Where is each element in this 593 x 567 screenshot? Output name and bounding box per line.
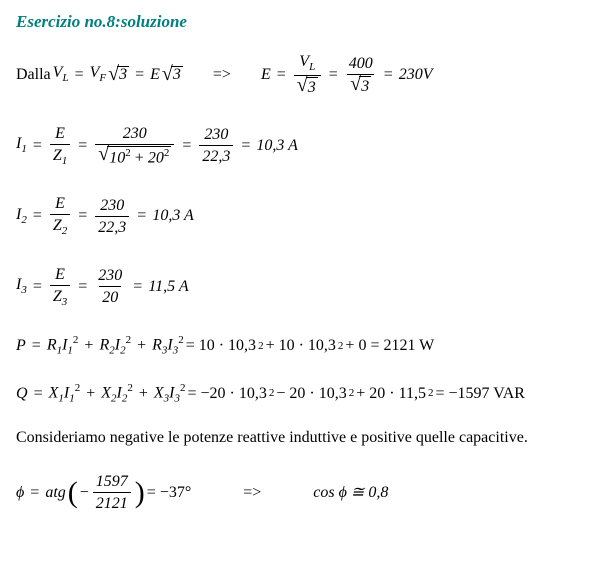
- var-vl: VL: [53, 65, 69, 84]
- arrow-1: =>: [213, 67, 231, 83]
- frac-e-z1: E Z1: [50, 124, 70, 169]
- result-p: + 0 = 2121 W: [345, 338, 434, 354]
- result-i2: 10,3 A: [152, 208, 193, 224]
- equation-q: Q = X1I12 + X2I22 + X3I32 = −20 · 10,32 …: [16, 383, 577, 405]
- text-dalla: Dalla: [16, 67, 51, 83]
- var-i1: I1: [16, 136, 27, 155]
- var-i2: I2: [16, 207, 27, 226]
- frac-e-z2: E Z2: [50, 194, 70, 239]
- term-q2: X2I22: [101, 383, 133, 405]
- var-e-2: E: [261, 67, 271, 83]
- frac-e-z3: E Z3: [50, 265, 70, 310]
- frac-230-223-b: 230 22,3: [95, 196, 129, 237]
- term-q3: X3I32: [154, 383, 186, 405]
- term-p1: R1I12: [47, 335, 79, 357]
- var-q: Q: [16, 386, 28, 402]
- equation-line-1: Dalla VL = VF √3 = E √3 => E = VL √3 = 4…: [16, 52, 577, 98]
- result-i3: 11,5 A: [148, 279, 188, 295]
- equation-p: P = R1I12 + R2I22 + R3I32 = 10 · 10,32 +…: [16, 335, 577, 357]
- result-q: = −1597 VAR: [435, 386, 524, 402]
- sqrt3-1: √3: [108, 66, 129, 83]
- var-e: E: [150, 67, 160, 83]
- result-i1: 10,3 A: [256, 138, 297, 154]
- frac-230-sqrt: 230 √ 102 + 202: [95, 124, 174, 168]
- term-p2: R2I22: [99, 335, 131, 357]
- frac-vl-sqrt3: VL √3: [294, 52, 321, 98]
- equation-i1: I1 = E Z1 = 230 √ 102 + 202 = 230 22,3 =…: [16, 124, 577, 169]
- fn-atg: atg: [45, 485, 65, 501]
- sqrt3-2: √3: [162, 66, 183, 83]
- equation-phi: ϕ = atg ( − 1597 2121 ) = −37° => cos ϕ …: [16, 472, 577, 513]
- var-phi: ϕ: [16, 485, 24, 501]
- frac-230-223: 230 22,3: [199, 125, 233, 166]
- frac-400-sqrt3: 400 √3: [346, 54, 376, 96]
- arrow-2: =>: [243, 485, 261, 501]
- equation-i2: I2 = E Z2 = 230 22,3 = 10,3 A: [16, 194, 577, 239]
- term-p3: R3I32: [152, 335, 184, 357]
- equation-i3: I3 = E Z3 = 230 20 = 11,5 A: [16, 265, 577, 310]
- var-vf: VF: [90, 65, 107, 84]
- frac-1597-2121: 1597 2121: [93, 472, 131, 513]
- result-phi: = −37°: [147, 485, 191, 501]
- result-230v: 230V: [399, 67, 433, 83]
- var-p: P: [16, 338, 26, 354]
- frac-230-20: 230 20: [95, 266, 125, 307]
- note-text: Consideriamo negative le potenze reattiv…: [16, 430, 577, 446]
- term-q1: X1I12: [49, 383, 81, 405]
- var-i3: I3: [16, 277, 27, 296]
- exercise-title: Esercizio no.8:soluzione: [16, 12, 577, 32]
- result-cosphi: cos ϕ ≅ 0,8: [313, 485, 388, 501]
